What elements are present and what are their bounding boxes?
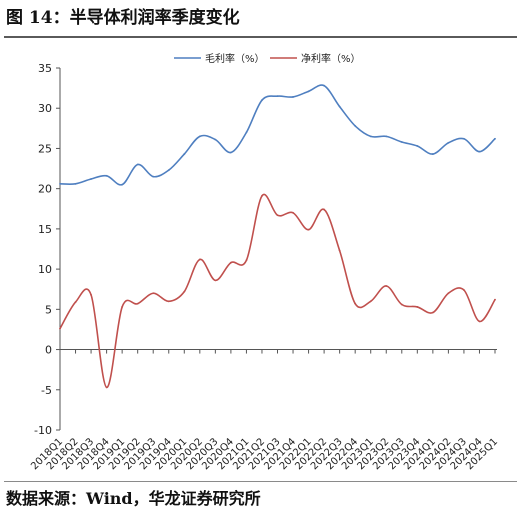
net-margin-point [276,214,279,217]
gross-margin-point [276,95,279,98]
gross-margin-point [152,175,155,178]
net-margin-legend-label: 净利率（%） [301,52,361,65]
legend: 毛利率（%） 净利率（%） [174,52,361,65]
gross-margin-point [214,138,217,141]
y-tick-label: 35 [38,62,52,75]
gross-margin-point [338,105,341,108]
gross-margin-point [323,84,326,87]
title-divider [4,36,517,38]
net-margin-point [369,300,372,303]
gross-margin-point [369,135,372,138]
gross-margin-point [354,125,357,127]
net-margin-point [447,292,450,295]
net-margin-point [494,298,496,301]
gross-margin-point [385,135,388,138]
gross-margin-point [261,99,263,102]
net-margin-point [261,195,263,197]
y-tick-label: 20 [38,183,52,196]
net-margin-point [59,327,61,330]
gross-margin-point [59,182,61,185]
net-margin-point [292,211,294,214]
net-margin-point [416,306,419,308]
series-lines [59,84,496,389]
gross-margin-point [245,131,248,134]
net-margin-point [323,208,326,211]
gross-margin-point [74,182,77,185]
gross-margin-point [90,178,92,180]
gross-margin-point [198,135,201,138]
net-margin-point [354,302,357,305]
net-margin-point [385,285,388,287]
net-margin-point [183,290,186,293]
net-margin-point [229,261,232,264]
net-margin-point [478,320,481,323]
figure-title: 图 14：半导体利润率季度变化 [6,8,240,28]
gross-margin-point [494,137,496,140]
source-divider [4,481,517,482]
gross-margin-point [447,141,450,144]
y-tick-label: -10 [34,424,52,437]
net-margin-point [338,249,341,252]
net-margin-point [307,228,310,231]
gross-margin-legend-label: 毛利率（%） [205,52,265,65]
net-margin-point [431,311,434,314]
net-margin-line [59,193,496,389]
y-tick-label: -5 [41,384,52,397]
net-margin-point [90,293,92,296]
gross-margin-point [136,163,139,166]
line-chart: 毛利率（%） 净利率（%） 35302520151050-5-102018Q120… [29,52,500,472]
net-margin-point [198,258,201,261]
y-tick-label: 0 [45,344,52,357]
y-tick-label: 30 [38,102,52,115]
source-note: 数据来源：Wind，华龙证券研究所 [6,489,261,508]
net-margin-point [214,279,217,282]
net-margin-point [463,289,465,291]
gross-margin-point [400,141,403,143]
gross-margin-point [416,145,419,147]
net-margin-point [167,300,170,303]
gross-margin-point [292,96,294,98]
axes: 35302520151050-5-102018Q12018Q22018Q3201… [29,62,500,472]
net-margin-point [245,259,248,262]
net-margin-point [152,292,155,295]
net-margin-point [136,302,139,305]
gross-margin-point [478,150,481,153]
y-tick-label: 15 [38,223,52,236]
gross-margin-point [431,153,434,155]
y-tick-label: 10 [38,263,52,276]
net-margin-point [105,386,108,389]
net-margin-point [74,301,77,303]
gross-margin-line [59,84,496,186]
gross-margin-point [463,137,465,140]
gross-margin-point [105,174,108,177]
y-tick-label: 5 [45,303,52,316]
gross-margin-point [307,90,310,93]
gross-margin-point [229,151,232,154]
net-margin-point [400,303,403,306]
gross-margin-point [183,153,186,155]
gross-margin-point [167,169,170,172]
y-tick-label: 25 [38,142,52,155]
net-margin-point [121,306,124,308]
gross-margin-point [121,183,124,186]
